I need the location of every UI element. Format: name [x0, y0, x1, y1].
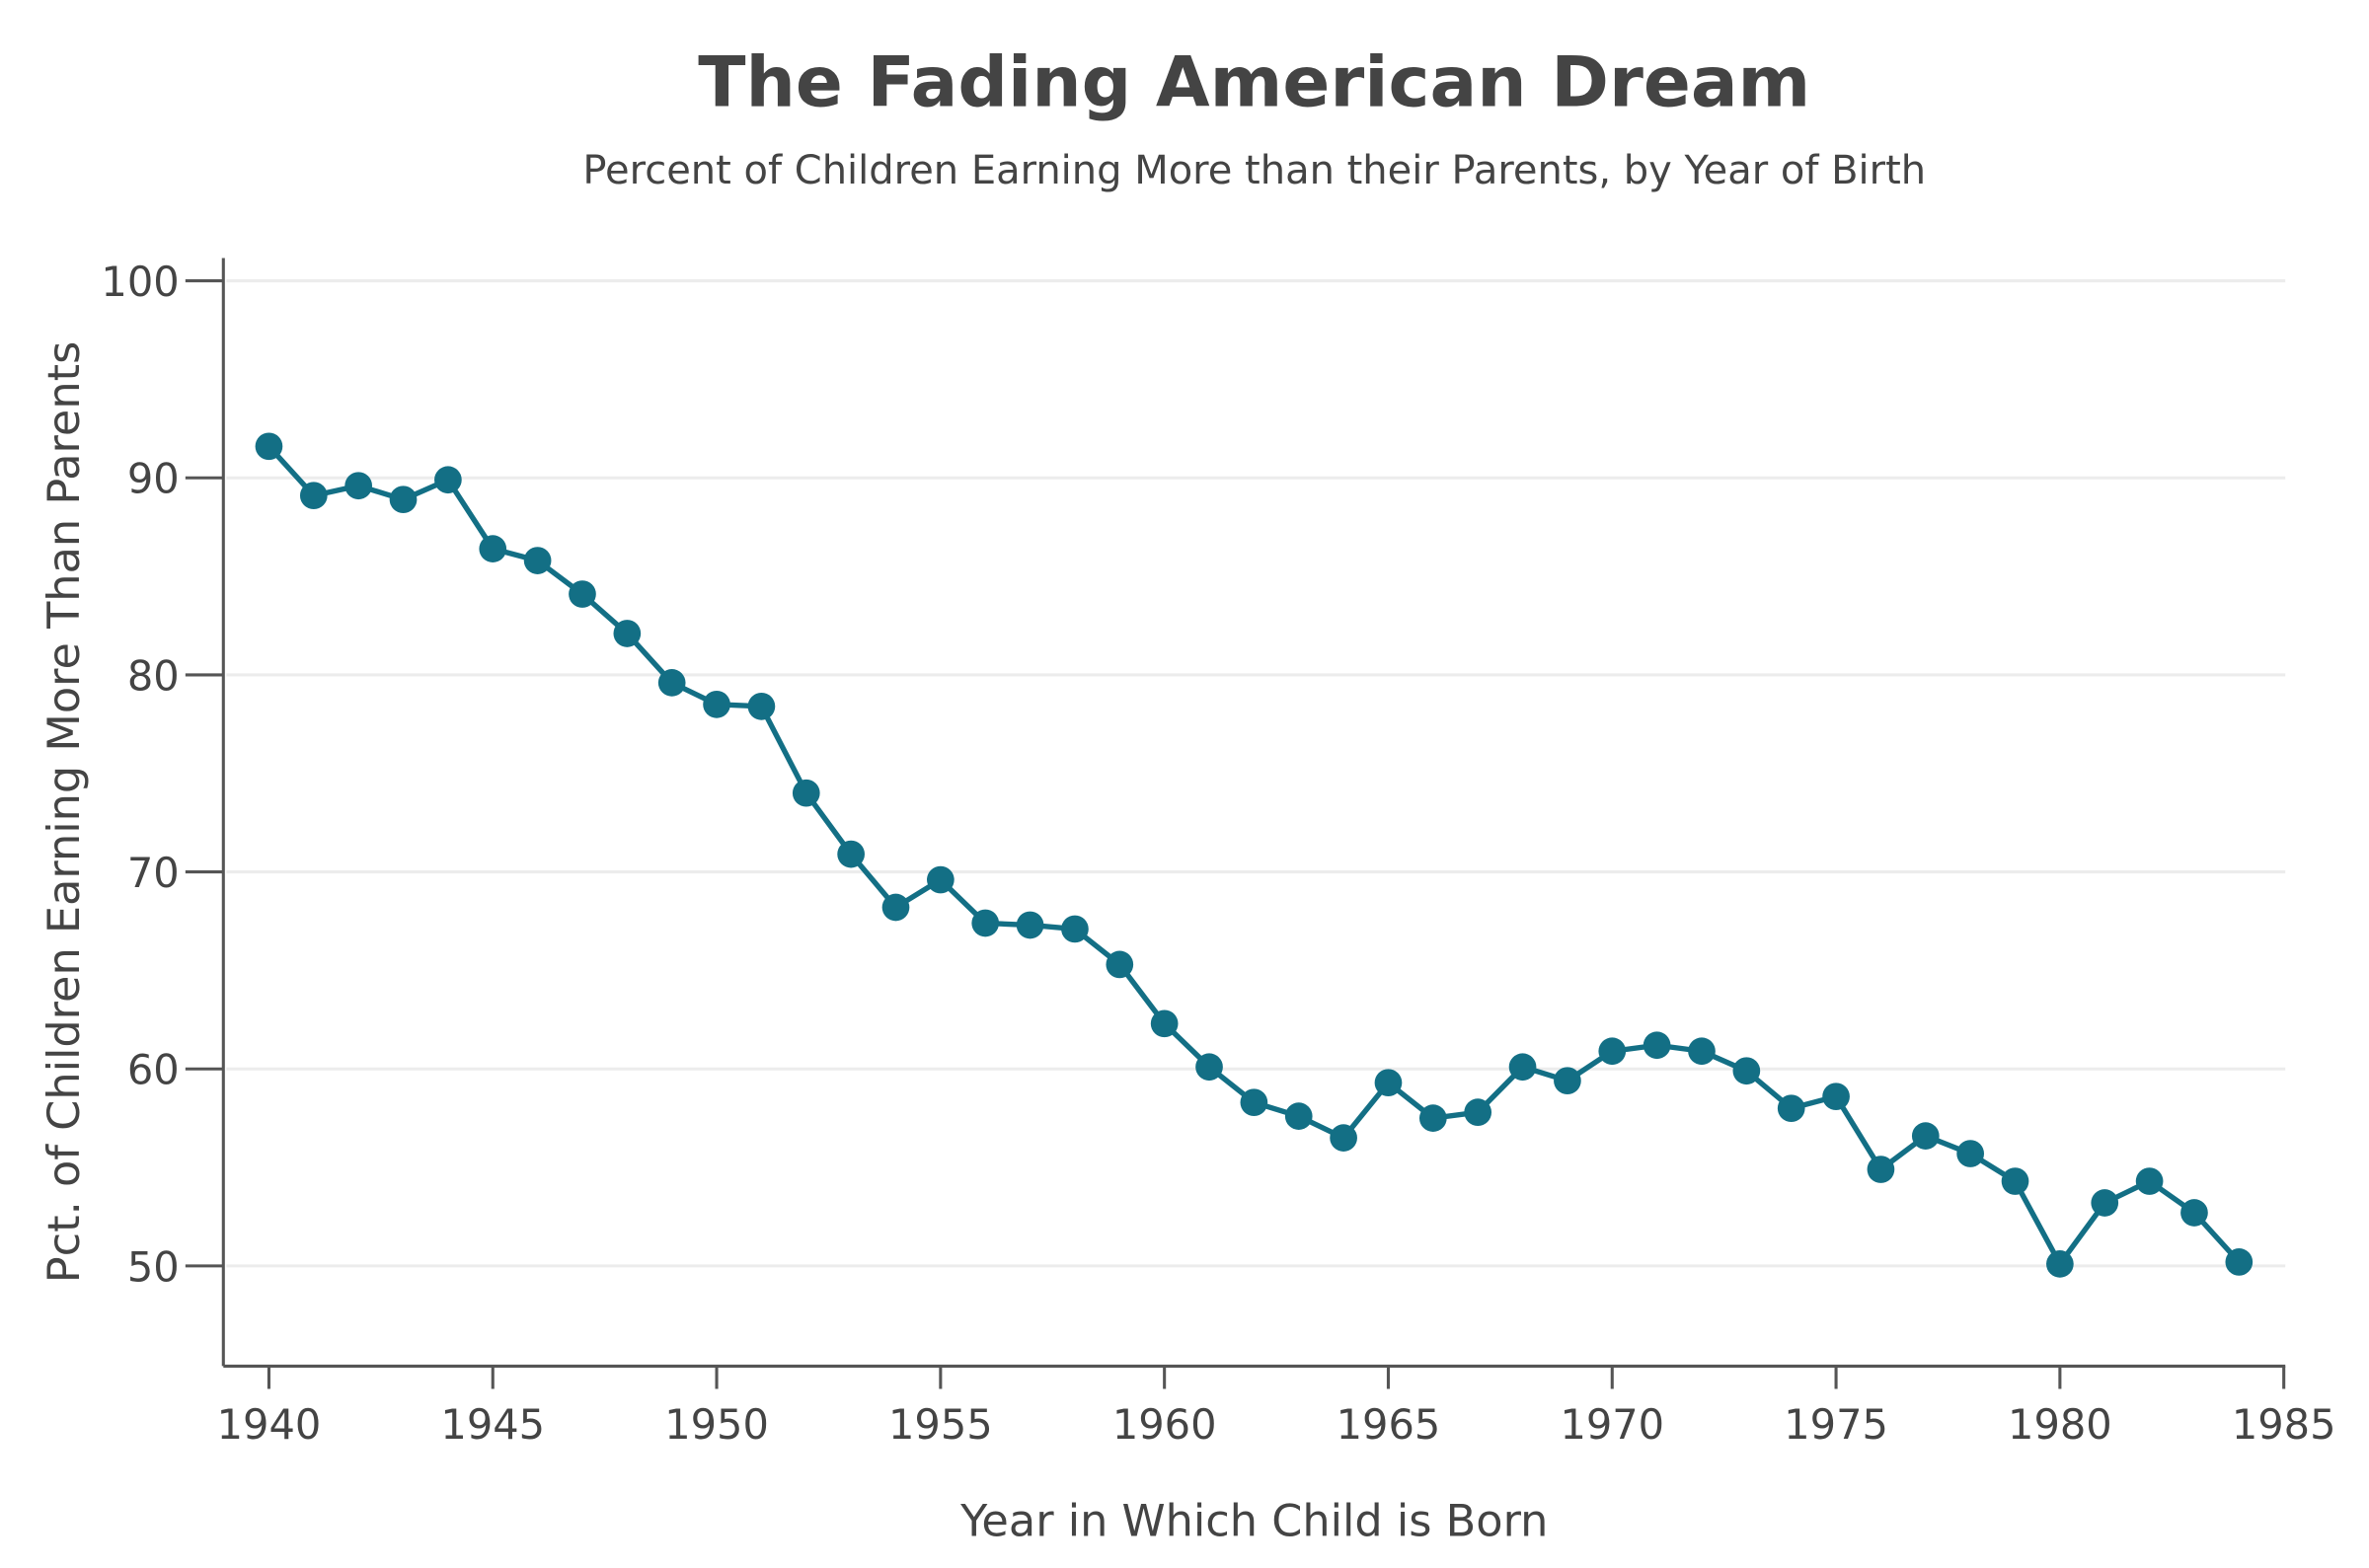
y-tick-label: 80 [127, 651, 180, 700]
data-point-1972 [1688, 1037, 1716, 1066]
data-point-1954 [881, 893, 910, 922]
data-point-1956 [971, 909, 1000, 937]
data-point-1957 [1016, 911, 1044, 939]
chart-title: The Fading American Dream [698, 41, 1810, 123]
x-tick-label: 1955 [888, 1400, 993, 1449]
data-point-1974 [1777, 1094, 1805, 1123]
data-point-1971 [1643, 1031, 1671, 1060]
chart-subtitle: Percent of Children Earning More than th… [582, 148, 1926, 193]
data-point-1984 [2225, 1248, 2254, 1276]
data-point-1983 [2180, 1199, 2208, 1227]
data-point-1962 [1240, 1088, 1268, 1117]
x-axis-label: Year in Which Child is Born [959, 1496, 1548, 1547]
data-point-1945 [479, 535, 507, 562]
series-line [267, 444, 2242, 1267]
x-tick-label: 1975 [1784, 1400, 1888, 1449]
x-tick-label: 1940 [217, 1400, 322, 1449]
y-tick-label: 70 [127, 849, 180, 897]
data-point-1941 [299, 482, 328, 510]
x-tick-label: 1960 [1112, 1400, 1217, 1449]
data-point-1960 [1150, 1009, 1179, 1038]
data-point-1973 [1732, 1057, 1761, 1085]
data-point-1940 [255, 432, 283, 461]
data-point-1961 [1195, 1053, 1223, 1082]
data-point-1975 [1822, 1083, 1850, 1111]
data-point-1944 [434, 466, 462, 494]
data-point-1948 [613, 620, 642, 647]
data-point-1981 [2091, 1189, 2119, 1217]
data-point-1953 [837, 840, 865, 868]
data-point-1970 [1598, 1037, 1627, 1066]
data-point-1943 [389, 485, 418, 514]
data-point-1958 [1061, 915, 1089, 943]
data-point-1967 [1464, 1098, 1492, 1126]
data-point-1950 [703, 691, 730, 718]
series [255, 432, 2254, 1278]
x-tick-label: 1970 [1560, 1400, 1664, 1449]
y-tick-label: 50 [127, 1242, 180, 1291]
data-point-1947 [569, 580, 596, 608]
data-point-1942 [344, 472, 373, 500]
data-point-1959 [1106, 950, 1134, 979]
data-point-1979 [2001, 1167, 2029, 1195]
x-tick-label: 1980 [2008, 1400, 2112, 1449]
data-point-1952 [792, 779, 820, 807]
data-point-1980 [2046, 1250, 2074, 1278]
data-point-1969 [1554, 1067, 1581, 1095]
data-point-1955 [927, 865, 955, 894]
y-axis-ticks: 50 60 70 80 90 100 [101, 258, 224, 1291]
gridlines [226, 279, 2286, 1268]
data-point-1965 [1374, 1069, 1403, 1097]
x-tick-label: 1945 [440, 1400, 545, 1449]
x-tick-label: 1950 [664, 1400, 769, 1449]
data-point-1963 [1284, 1102, 1313, 1130]
data-point-1949 [657, 669, 686, 697]
x-tick-label: 1965 [1337, 1400, 1441, 1449]
x-tick-label: 1985 [2232, 1400, 2336, 1449]
y-tick-label: 90 [127, 455, 180, 503]
data-point-1976 [1867, 1156, 1895, 1183]
y-tick-label: 60 [127, 1046, 180, 1094]
data-point-1966 [1418, 1104, 1447, 1132]
data-point-1982 [2135, 1167, 2164, 1195]
data-point-1951 [747, 693, 776, 720]
data-point-1977 [1911, 1122, 1940, 1150]
data-point-1978 [1956, 1140, 1985, 1167]
data-point-1946 [523, 547, 552, 574]
data-point-1968 [1508, 1053, 1537, 1082]
y-tick-label: 100 [101, 258, 179, 306]
x-axis-ticks: 1940 1945 1950 1955 1960 1965 1970 1975 1980 1985 [217, 1366, 2336, 1449]
data-point-1964 [1330, 1124, 1357, 1152]
y-axis-label: Pct. of Children Earning More Than Paren… [38, 341, 90, 1284]
